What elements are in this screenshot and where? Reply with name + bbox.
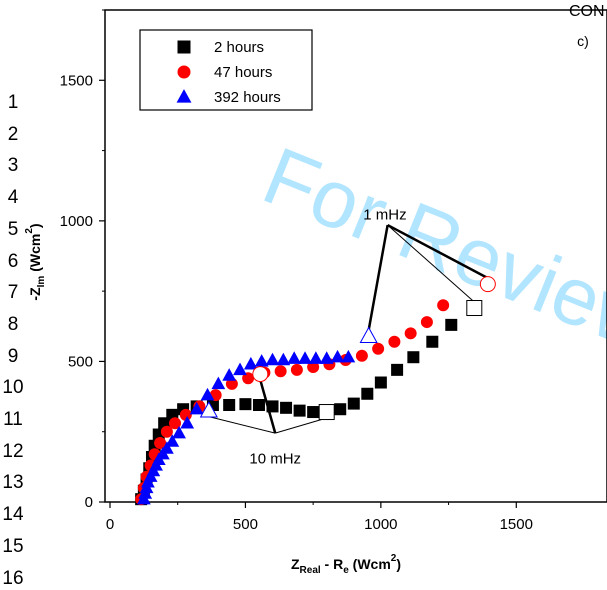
data-point bbox=[361, 387, 374, 400]
data-point bbox=[330, 349, 345, 363]
data-point bbox=[252, 399, 265, 412]
data-point bbox=[445, 318, 458, 331]
data-point bbox=[276, 352, 291, 366]
line-number: 4 bbox=[7, 187, 19, 209]
data-point bbox=[266, 400, 279, 413]
highlighted-point bbox=[359, 326, 378, 344]
data-point bbox=[265, 352, 280, 366]
x-axis-label: ZReal - Re (Wcm2) bbox=[291, 553, 401, 576]
data-point bbox=[355, 349, 368, 362]
leader-line-10mhz bbox=[208, 416, 276, 434]
data-point bbox=[274, 365, 287, 378]
data-point bbox=[243, 356, 258, 370]
line-number: 16 bbox=[2, 567, 24, 589]
data-point bbox=[388, 335, 401, 348]
panel-label: c) bbox=[577, 33, 589, 49]
legend-label: 47 hours bbox=[214, 64, 272, 81]
plot-frame bbox=[104, 9, 607, 503]
data-point bbox=[308, 351, 323, 364]
line-number: 9 bbox=[7, 345, 19, 367]
data-point bbox=[211, 376, 226, 390]
data-point bbox=[391, 363, 404, 376]
data-point bbox=[407, 351, 420, 364]
data-point bbox=[334, 403, 347, 416]
line-number: 8 bbox=[7, 313, 19, 335]
data-point bbox=[239, 398, 252, 411]
line-number: 15 bbox=[2, 535, 24, 557]
data-point bbox=[280, 401, 293, 414]
line-number: 13 bbox=[2, 472, 24, 494]
data-point bbox=[426, 335, 439, 348]
data-point bbox=[374, 376, 387, 389]
line-number: 5 bbox=[7, 218, 19, 240]
data-point bbox=[347, 397, 360, 410]
leader-line-1mhz bbox=[367, 224, 389, 331]
line-number: 11 bbox=[3, 409, 23, 430]
data-point bbox=[437, 299, 450, 312]
data-point bbox=[372, 342, 385, 355]
watermark-text: For Review bbox=[251, 130, 607, 370]
x-tick-label: 1500 bbox=[500, 516, 533, 533]
y-tick-label: 1000 bbox=[60, 213, 93, 230]
data-point bbox=[189, 401, 204, 415]
legend-label: 392 hours bbox=[214, 89, 281, 106]
data-point bbox=[180, 415, 195, 429]
data-point bbox=[307, 406, 320, 419]
line-number: 2 bbox=[7, 123, 19, 145]
data-point bbox=[404, 327, 417, 340]
y-tick-label: 1500 bbox=[60, 72, 93, 89]
leader-line-10mhz bbox=[275, 417, 327, 434]
highlighted-point bbox=[466, 300, 483, 317]
data-point bbox=[172, 425, 186, 439]
data-point bbox=[293, 404, 306, 417]
data-point bbox=[319, 351, 334, 364]
y-tick-label: 500 bbox=[68, 353, 93, 370]
line-number: 7 bbox=[7, 282, 19, 304]
data-point bbox=[165, 434, 180, 447]
data-point bbox=[159, 441, 174, 454]
data-point bbox=[420, 316, 433, 329]
line-number: 14 bbox=[2, 504, 24, 526]
y-tick-label: 0 bbox=[85, 494, 93, 511]
data-point bbox=[298, 351, 312, 364]
annotation-1mhz: 1 mHz bbox=[363, 206, 406, 223]
data-point bbox=[160, 425, 173, 438]
data-point bbox=[290, 363, 303, 376]
highlighted-point bbox=[318, 404, 335, 421]
leader-line-1mhz bbox=[387, 223, 489, 280]
data-point bbox=[169, 417, 182, 430]
line-number: 1 bbox=[7, 92, 19, 113]
annotation-10mhz: 10 mHz bbox=[249, 451, 301, 468]
legend-label: 2 hours bbox=[214, 39, 264, 56]
x-tick-label: 0 bbox=[106, 516, 114, 533]
legend-marker bbox=[177, 40, 191, 54]
x-tick-label: 500 bbox=[233, 516, 258, 533]
highlighted-point bbox=[199, 401, 218, 418]
corner-text: CON bbox=[569, 3, 605, 20]
leader-line-1mhz bbox=[387, 224, 475, 303]
line-number: 10 bbox=[2, 377, 24, 399]
data-point bbox=[222, 368, 237, 381]
highlighted-point bbox=[479, 276, 496, 293]
legend-marker bbox=[176, 89, 192, 103]
data-point bbox=[254, 354, 269, 367]
line-number: 12 bbox=[2, 440, 24, 462]
data-point bbox=[341, 349, 356, 363]
line-number: 6 bbox=[7, 250, 19, 272]
y-axis-label: -ZIm (Wcm2) bbox=[24, 223, 47, 300]
highlighted-point bbox=[252, 366, 269, 383]
data-point bbox=[200, 387, 215, 401]
legend-box bbox=[139, 29, 313, 111]
data-point bbox=[223, 399, 236, 412]
data-point bbox=[154, 436, 167, 449]
x-tick-label: 1000 bbox=[364, 516, 397, 533]
line-number: 3 bbox=[7, 155, 19, 177]
data-point bbox=[287, 351, 302, 364]
legend-marker bbox=[177, 65, 191, 79]
data-point bbox=[233, 362, 247, 376]
